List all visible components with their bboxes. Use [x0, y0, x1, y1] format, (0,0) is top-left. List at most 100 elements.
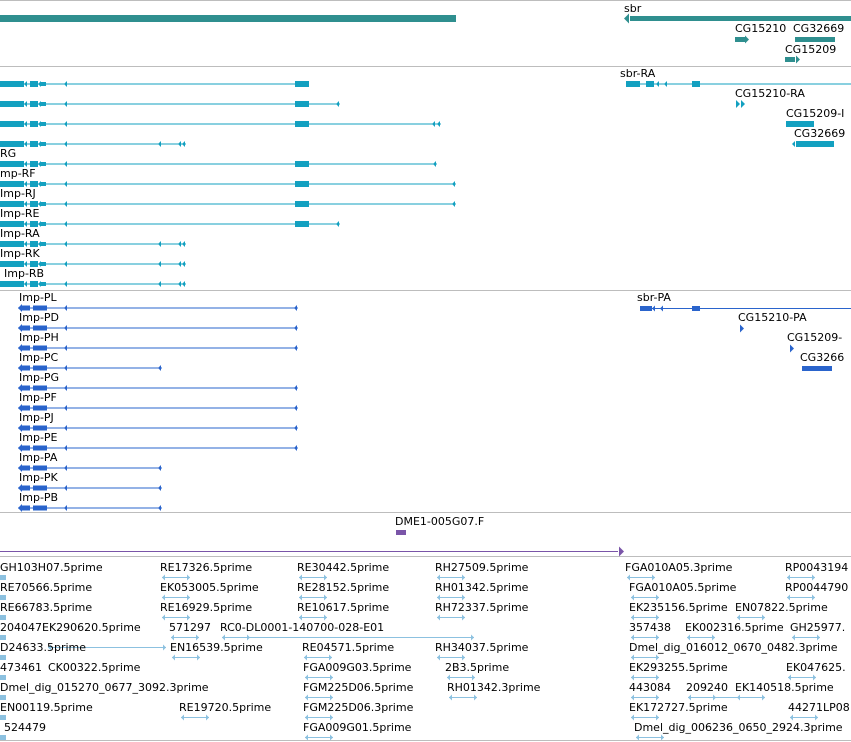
feature-label[interactable]: CG15209-I — [786, 107, 845, 120]
feature-label[interactable]: RP0044790 — [785, 581, 849, 594]
gene-feature — [0, 15, 456, 22]
feature-label[interactable]: mp-RF — [0, 167, 36, 180]
feature-label[interactable]: CG32669 — [793, 22, 845, 35]
feature-label[interactable]: EN16539.5prime — [170, 641, 263, 654]
est-line — [304, 657, 332, 658]
feature-label[interactable]: Imp-RE — [0, 207, 40, 220]
arrow-right-icon — [330, 694, 333, 701]
feature-label[interactable]: EK172727.5prime — [629, 701, 728, 714]
feature-label[interactable]: CG15209 — [785, 43, 837, 56]
feature-label[interactable]: Imp-PC — [19, 351, 59, 364]
feature-label[interactable]: RC0-DL0001-140700-028-E01 — [220, 621, 385, 634]
feature-label[interactable]: RE66783.5prime — [0, 601, 93, 614]
track-divider — [0, 66, 851, 67]
feature-label[interactable]: EN07822.5prime — [735, 601, 828, 614]
transcript-intron — [0, 123, 441, 125]
feature-label[interactable]: RP0043194 — [785, 561, 849, 574]
feature-label[interactable]: RE30442.5prime — [297, 561, 390, 574]
arrow-left-icon — [64, 201, 67, 207]
feature-label[interactable]: RH72337.5prime — [435, 601, 529, 614]
feature-label[interactable]: CG15210-PA — [738, 311, 807, 324]
feature-label[interactable]: Imp-PA — [19, 451, 58, 464]
arrow-left-icon — [64, 465, 67, 471]
feature-label[interactable]: Imp-RB — [4, 267, 45, 280]
feature-label[interactable]: RE19720.5prime — [179, 701, 272, 714]
feature-label[interactable]: 357438 — [629, 621, 671, 634]
est-block — [0, 655, 6, 660]
arrow-right-icon — [815, 714, 818, 721]
est-line — [787, 597, 815, 598]
feature-label[interactable]: 473461 — [0, 661, 42, 674]
feature-label[interactable]: 209240 — [686, 681, 728, 694]
feature-label[interactable]: GH25977. — [790, 621, 846, 634]
feature-label[interactable]: EK235156.5prime — [629, 601, 728, 614]
feature-label[interactable]: FGA010A05.5prime — [629, 581, 737, 594]
arrow-right-icon — [324, 574, 327, 581]
feature-label[interactable]: EK053005.5prime — [160, 581, 259, 594]
est-line — [305, 737, 333, 738]
feature-label[interactable]: FGA009G03.5prime — [303, 661, 412, 674]
feature-label[interactable]: RG — [0, 147, 17, 160]
feature-label[interactable]: Imp-RK — [0, 247, 40, 260]
feature-label[interactable]: RE28152.5prime — [297, 581, 390, 594]
feature-label[interactable]: EK293255.5prime — [629, 661, 728, 674]
feature-label[interactable]: Dmel_dig_006236_0650_2924.3prime — [634, 721, 843, 734]
feature-label[interactable]: Imp-PL — [19, 291, 57, 304]
feature-label[interactable]: FGA009G01.5prime — [303, 721, 412, 734]
feature-label[interactable]: EK140518.5prime — [735, 681, 834, 694]
arrow-right-icon — [740, 324, 744, 333]
feature-label[interactable]: EK047625. — [786, 661, 846, 674]
feature-label[interactable]: 443084 — [629, 681, 671, 694]
feature-label[interactable]: EK002316.5prime — [685, 621, 784, 634]
feature-label[interactable]: Imp-RJ — [0, 187, 36, 200]
feature-label[interactable]: CG32669 — [794, 127, 846, 140]
feature-label[interactable]: CG15210 — [735, 22, 787, 35]
feature-label[interactable]: Dmel_dig_016012_0670_0482.3prime — [629, 641, 838, 654]
feature-label[interactable]: 2B3.5prime — [445, 661, 510, 674]
feature-label[interactable]: RH01342.3prime — [447, 681, 541, 694]
feature-label[interactable]: EK290620.5prime — [42, 621, 141, 634]
feature-label[interactable]: CG15210-RA — [735, 87, 805, 100]
est-line — [449, 697, 477, 698]
feature-label[interactable]: Dmel_dig_015270_0677_3092.3prime — [0, 681, 209, 694]
est-block — [0, 735, 6, 740]
feature-label[interactable]: Imp-RA — [0, 227, 40, 240]
feature-label[interactable]: D24633.5prime — [0, 641, 87, 654]
arrow-left-icon — [294, 405, 297, 411]
feature-label[interactable]: 44271LP08 — [788, 701, 850, 714]
feature-label[interactable]: FGA010A05.3prime — [625, 561, 733, 574]
feature-label[interactable]: RE10617.5prime — [297, 601, 390, 614]
feature-label[interactable]: Imp-PD — [19, 311, 60, 324]
feature-label[interactable]: Imp-PB — [19, 491, 59, 504]
feature-label[interactable]: RH01342.5prime — [435, 581, 529, 594]
feature-label[interactable]: RH27509.5prime — [435, 561, 529, 574]
feature-label[interactable]: RH34037.5prime — [435, 641, 529, 654]
arrow-left-icon — [64, 445, 67, 451]
feature-label[interactable]: Imp-PF — [19, 391, 57, 404]
feature-label[interactable]: EN00119.5prime — [0, 701, 93, 714]
feature-label[interactable]: Imp-PG — [19, 371, 60, 384]
feature-label[interactable]: RE16929.5prime — [160, 601, 253, 614]
feature-label[interactable]: FGM225D06.5prime — [303, 681, 414, 694]
est-line — [299, 577, 327, 578]
feature-label[interactable]: CK00322.5prime — [48, 661, 141, 674]
feature-label[interactable]: RE17326.5prime — [160, 561, 253, 574]
feature-label[interactable]: 524479 — [4, 721, 46, 734]
feature-label[interactable]: DME1-005G07.F — [395, 515, 485, 528]
feature-label[interactable]: RE70566.5prime — [0, 581, 93, 594]
feature-label[interactable]: sbr-RA — [620, 67, 656, 80]
feature-label[interactable]: Imp-PK — [19, 471, 58, 484]
feature-label[interactable]: Imp-PE — [19, 431, 58, 444]
est-line — [437, 577, 465, 578]
feature-label[interactable]: 204047 — [0, 621, 42, 634]
feature-label[interactable]: 571297 — [169, 621, 211, 634]
feature-label[interactable]: CG15209- — [787, 331, 843, 344]
feature-label[interactable]: Imp-PJ — [19, 411, 54, 424]
feature-label[interactable]: Imp-PH — [19, 331, 59, 344]
feature-label[interactable]: GH103H07.5prime — [0, 561, 103, 574]
feature-label[interactable]: sbr-PA — [637, 291, 671, 304]
feature-label[interactable]: sbr — [624, 2, 642, 15]
feature-label[interactable]: RE04571.5prime — [302, 641, 395, 654]
feature-label[interactable]: FGM225D06.3prime — [303, 701, 414, 714]
feature-label[interactable]: CG3266 — [800, 351, 845, 364]
